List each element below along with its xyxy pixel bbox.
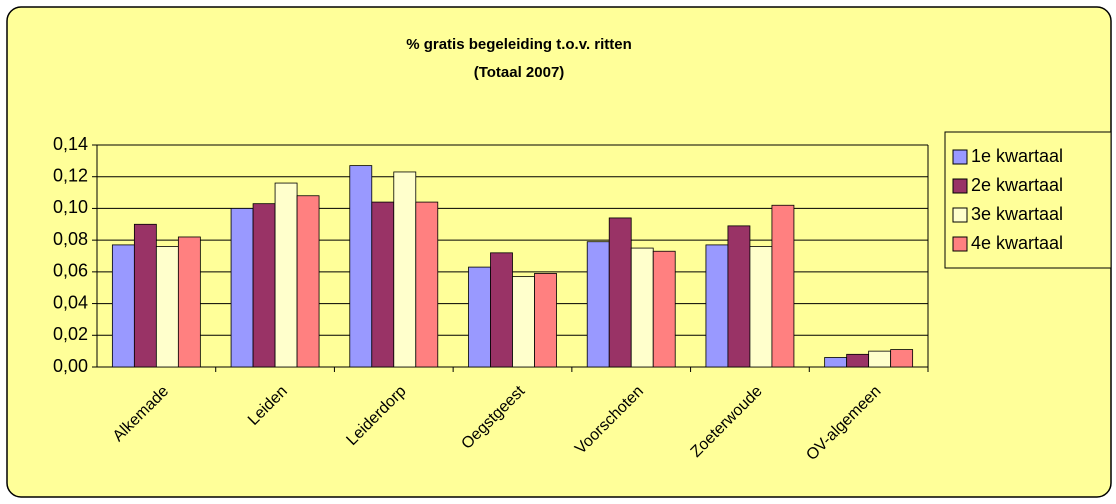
legend-swatch <box>952 236 968 252</box>
bar <box>890 349 914 368</box>
bar <box>177 236 201 368</box>
bar <box>630 247 654 368</box>
legend-box <box>944 131 1112 269</box>
legend-swatch <box>952 178 968 194</box>
legend-label: 1e kwartaal <box>971 146 1063 166</box>
bar <box>534 273 557 368</box>
bar <box>705 244 729 368</box>
bar <box>771 204 795 368</box>
bar <box>468 266 491 368</box>
bar <box>415 201 439 368</box>
bar <box>274 182 298 368</box>
y-tick-label: 0,02 <box>53 324 88 344</box>
bar <box>608 217 632 368</box>
bar <box>868 350 892 368</box>
y-tick-label: 0,04 <box>53 292 88 312</box>
bar <box>586 241 610 368</box>
y-tick-label: 0,14 <box>53 134 88 154</box>
bar <box>230 208 254 368</box>
y-tick-label: 0,10 <box>53 197 88 217</box>
bar <box>393 171 417 368</box>
bar <box>727 225 751 368</box>
bar <box>846 353 870 368</box>
bar <box>155 246 179 368</box>
y-tick-label: 0,12 <box>53 165 88 185</box>
bar <box>749 246 773 368</box>
bar <box>296 195 320 368</box>
bar <box>371 201 395 368</box>
bar <box>490 252 513 368</box>
legend-label: 2e kwartaal <box>971 175 1063 195</box>
y-tick-label: 0,00 <box>53 356 88 376</box>
bar <box>824 357 848 368</box>
legend-swatch <box>952 149 968 165</box>
legend-label: 3e kwartaal <box>971 204 1063 224</box>
legend-label: 4e kwartaal <box>971 233 1063 253</box>
bar <box>349 165 373 368</box>
y-tick-label: 0,06 <box>53 261 88 281</box>
bar <box>652 250 676 368</box>
bar <box>133 223 157 368</box>
chart-subtitle: (Totaal 2007) <box>474 64 565 81</box>
chart-title: % gratis begeleiding t.o.v. ritten <box>406 36 632 53</box>
y-tick-label: 0,08 <box>53 229 88 249</box>
legend-swatch <box>952 207 968 223</box>
bar <box>111 244 135 368</box>
bar <box>512 276 535 368</box>
bar <box>252 203 276 368</box>
